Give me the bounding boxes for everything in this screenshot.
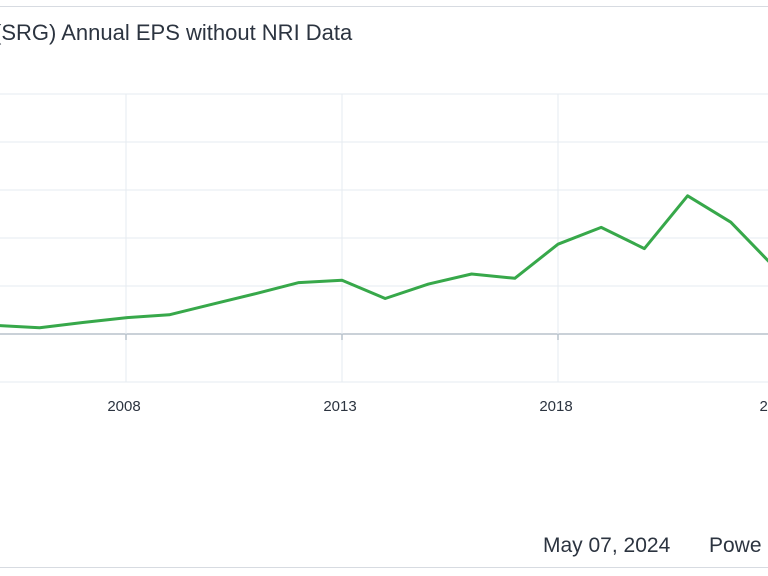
x-tick-labels: 2008 2013 2018 202 bbox=[107, 398, 768, 415]
x-tick-label: 2008 bbox=[107, 398, 140, 415]
footer-powered: Powe bbox=[709, 534, 762, 557]
footer-date: May 07, 2024 bbox=[543, 534, 671, 557]
x-tick-label: 2018 bbox=[539, 398, 572, 415]
chart-title: (SRG) Annual EPS without NRI Data bbox=[0, 20, 353, 45]
x-tick-label: 202 bbox=[759, 398, 768, 415]
chart-frame bbox=[0, 6, 768, 568]
eps-series-line bbox=[0, 194, 768, 330]
grid-layer bbox=[0, 93, 768, 383]
series-layer bbox=[0, 194, 768, 330]
x-tick-label: 2013 bbox=[323, 398, 356, 415]
